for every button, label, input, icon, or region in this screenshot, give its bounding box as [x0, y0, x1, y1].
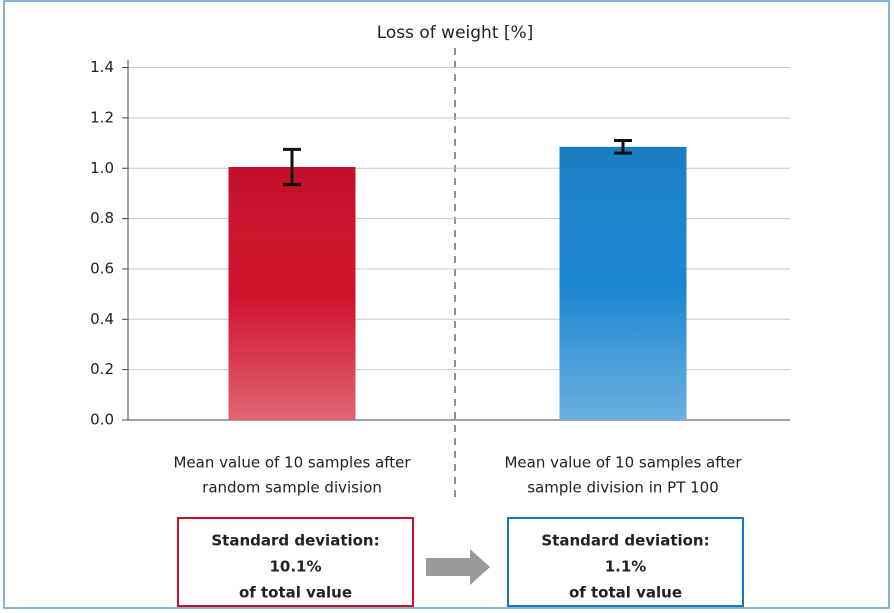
frame	[4, 1, 889, 608]
annotation-text: Standard deviation:	[211, 532, 379, 550]
y-tick-label: 0.6	[90, 259, 114, 277]
chart: Loss of weight [%] 0.0 0.2 0.4 0.6 0.8 1.0 1.2…	[0, 0, 894, 613]
annotation-text: Standard deviation:	[541, 532, 709, 550]
y-tick-label: 1.0	[90, 159, 114, 177]
annotation-text: of total value	[239, 584, 352, 602]
chart-title: Loss of weight [%]	[377, 23, 534, 43]
y-tick-label: 1.4	[90, 58, 114, 76]
x-tick-label: Mean value of 10 samples after	[504, 454, 742, 472]
y-tick-label: 0.4	[90, 310, 114, 328]
page: {"chart_data": {"type": "bar", "title": …	[0, 0, 894, 613]
x-tick-label: Mean value of 10 samples after	[173, 454, 411, 472]
x-tick-label: sample division in PT 100	[527, 479, 719, 497]
x-tick-label: random sample division	[202, 479, 382, 497]
annotation-text: of total value	[569, 584, 682, 602]
arrow	[426, 549, 490, 585]
bar-shade	[229, 167, 356, 420]
y-tick-label: 0.0	[90, 411, 114, 429]
annotation-text: 10.1%	[269, 558, 321, 576]
y-tick-label: 0.8	[90, 209, 114, 227]
y-tick-label: 0.2	[90, 360, 114, 378]
annotation-text: 1.1%	[605, 558, 647, 576]
bar-shade	[560, 147, 687, 420]
y-tick-label: 1.2	[90, 108, 114, 126]
